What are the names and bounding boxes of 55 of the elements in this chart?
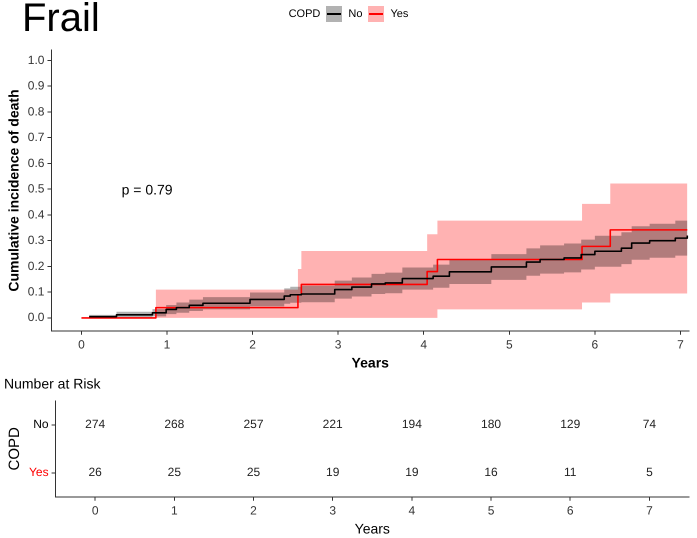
y-tick-label: 0.2: [28, 258, 45, 273]
data-label: 257: [244, 417, 264, 432]
legend-title: COPD: [288, 8, 320, 20]
data-label: 25: [168, 465, 182, 480]
chart-title: Number at Risk: [4, 375, 102, 392]
x-tick-label: 0: [92, 503, 99, 518]
y-tick-label: No: [33, 417, 49, 432]
data-label: 11: [564, 465, 577, 480]
data-label: 268: [164, 417, 185, 432]
x-tick-label: 1: [171, 503, 178, 518]
data-label: 19: [326, 465, 340, 480]
data-label: 26: [88, 465, 102, 480]
x-tick-label: 6: [566, 503, 574, 518]
x-tick-label: 4: [420, 337, 428, 352]
data-label: 74: [642, 417, 656, 432]
data-label: 194: [402, 417, 422, 432]
x-tick-label: 5: [488, 503, 495, 518]
data-label: 129: [560, 417, 581, 432]
y-tick-label: 0.9: [28, 78, 45, 93]
x-tick-label: 1: [164, 337, 171, 352]
x-tick-label: 3: [334, 337, 342, 352]
y-tick-label: 0.4: [28, 207, 45, 222]
y-tick-label: 0.6: [28, 156, 45, 170]
data-label: 16: [484, 465, 498, 480]
x-tick-label: 5: [506, 337, 513, 352]
x-tick-label: 2: [249, 337, 256, 352]
x-tick-label: 7: [646, 503, 654, 518]
y-tick-label: 0.1: [28, 284, 45, 298]
data-label: 274: [85, 417, 106, 432]
x-axis-title: Years: [354, 520, 390, 536]
data-label: 25: [246, 465, 261, 480]
data-label: 5: [646, 465, 654, 480]
y-tick-label: Yes: [29, 465, 49, 480]
x-tick-label: 0: [78, 337, 86, 352]
chart-title: Frail: [22, 0, 100, 42]
y-tick-label: 0.8: [28, 104, 45, 118]
x-tick-label: 7: [677, 337, 684, 352]
data-label: 180: [481, 417, 502, 432]
legend-label: No: [348, 8, 362, 20]
y-tick-label: 1.0: [28, 52, 45, 67]
legend-label: Yes: [390, 8, 408, 20]
y-tick-label: 0.5: [28, 182, 45, 196]
x-axis-title: Years: [352, 354, 390, 370]
y-tick-label: 0.7: [28, 130, 45, 144]
y-tick-label: 0.3: [28, 233, 45, 248]
x-tick-label: 4: [408, 503, 416, 518]
y-axis-title: COPD: [6, 426, 24, 470]
x-tick-label: 2: [250, 503, 258, 518]
x-tick-label: 3: [329, 503, 336, 518]
y-axis-title: Cumulative incidence of death: [5, 89, 22, 292]
data-label: 19: [405, 465, 419, 480]
annotation: p = 0.79: [122, 181, 173, 198]
x-tick-label: 6: [592, 337, 599, 352]
y-tick-label: 0.0: [28, 310, 45, 324]
data-label: 221: [322, 417, 344, 432]
